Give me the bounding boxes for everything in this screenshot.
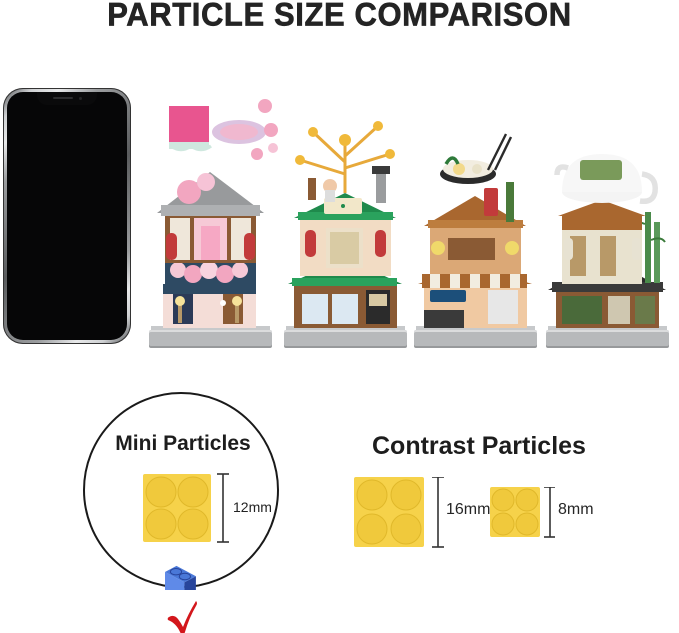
svg-text:12mm: 12mm: [233, 499, 272, 515]
